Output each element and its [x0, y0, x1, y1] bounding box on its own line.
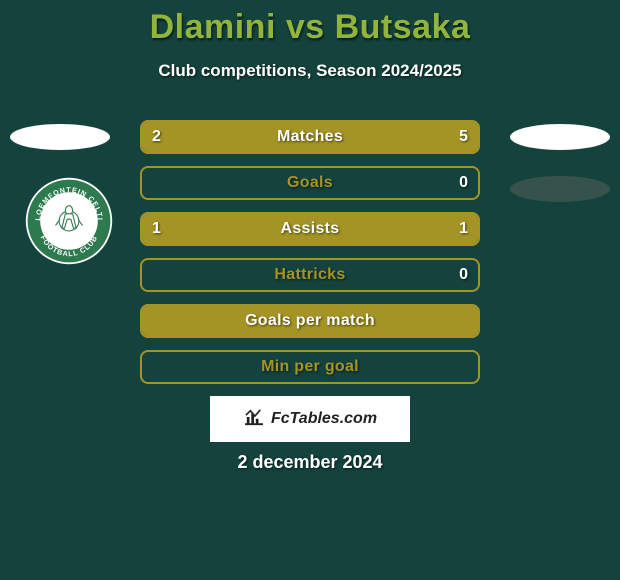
stat-row: 0 Goals: [140, 166, 480, 200]
page-subtitle: Club competitions, Season 2024/2025: [0, 61, 620, 81]
stat-row: Goals per match: [140, 304, 480, 338]
right-player-ellipse-1: [510, 124, 610, 150]
stat-label: Assists: [280, 220, 339, 238]
stat-label: Min per goal: [261, 358, 359, 376]
left-player-ellipse: [10, 124, 110, 150]
stat-row: 1 1 Assists: [140, 212, 480, 246]
stat-left-value: 2: [152, 128, 161, 146]
stat-right-value: 1: [459, 220, 468, 238]
stat-label: Goals per match: [245, 312, 375, 330]
stat-right-value: 0: [459, 266, 468, 284]
stat-fill-right: [236, 122, 478, 152]
page-title: Dlamini vs Butsaka: [0, 0, 620, 47]
stat-label: Goals: [287, 174, 333, 192]
stat-right-value: 5: [459, 128, 468, 146]
stat-label: Matches: [277, 128, 343, 146]
right-player-ellipse-2: [510, 176, 610, 202]
stat-row: 0 Hattricks: [140, 258, 480, 292]
date-label: 2 december 2024: [0, 452, 620, 473]
attribution-text: FcTables.com: [271, 410, 377, 428]
stat-left-value: 1: [152, 220, 161, 238]
chart-icon: [243, 408, 265, 431]
stat-right-value: 0: [459, 174, 468, 192]
stat-row: Min per goal: [140, 350, 480, 384]
club-badge-icon: BLOEMFONTEIN CELTIC FOOTBALL CLUB: [24, 176, 114, 266]
attribution-box: FcTables.com: [210, 396, 410, 442]
stat-row: 2 5 Matches: [140, 120, 480, 154]
stat-label: Hattricks: [274, 266, 345, 284]
stat-rows: 2 5 Matches 0 Goals 1 1 Assists 0 Hattricks Goals …: [140, 120, 480, 396]
